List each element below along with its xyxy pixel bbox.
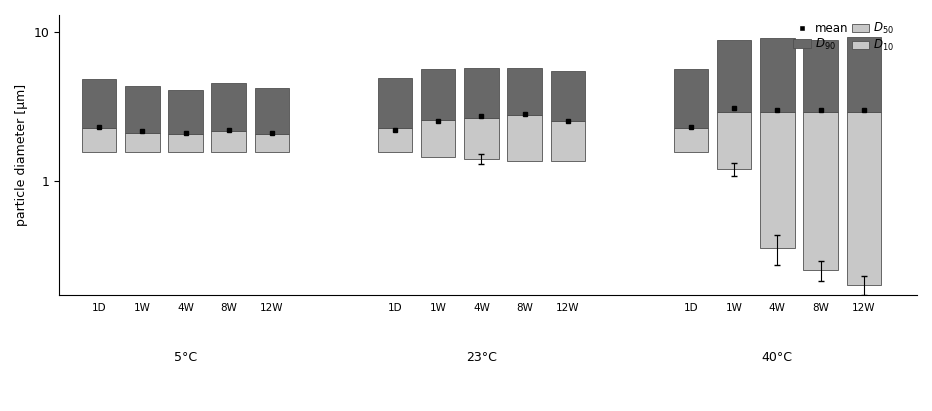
Bar — [761, 38, 795, 112]
Bar — [464, 68, 499, 118]
Bar — [254, 88, 289, 134]
Bar — [377, 128, 412, 152]
Bar — [421, 120, 456, 157]
Bar — [761, 112, 795, 248]
Bar — [168, 90, 203, 134]
Bar — [674, 128, 708, 152]
Bar — [551, 71, 585, 122]
Bar — [846, 112, 881, 284]
Bar — [717, 40, 751, 112]
Bar — [846, 37, 881, 112]
Bar — [717, 112, 751, 169]
Bar — [803, 40, 838, 112]
Bar — [464, 118, 499, 159]
Text: 5°C: 5°C — [174, 351, 197, 364]
Bar — [168, 134, 203, 152]
Bar — [377, 78, 412, 128]
Bar — [212, 83, 246, 131]
Bar — [674, 69, 708, 128]
Bar — [212, 131, 246, 152]
Bar — [803, 112, 838, 270]
Bar — [421, 69, 456, 120]
Bar — [254, 134, 289, 152]
Bar — [125, 86, 159, 133]
Bar — [507, 115, 541, 161]
Bar — [125, 133, 159, 152]
Bar — [551, 122, 585, 161]
Text: 40°C: 40°C — [761, 351, 793, 364]
Bar — [82, 128, 116, 152]
Bar — [507, 68, 541, 115]
Y-axis label: particle diameter [μm]: particle diameter [μm] — [15, 84, 28, 226]
Bar — [82, 79, 116, 128]
Legend: mean, $D_{90}$, $D_{50}$, $D_{10}$: mean, $D_{90}$, $D_{50}$, $D_{10}$ — [793, 21, 894, 53]
Text: 23°C: 23°C — [466, 351, 497, 364]
